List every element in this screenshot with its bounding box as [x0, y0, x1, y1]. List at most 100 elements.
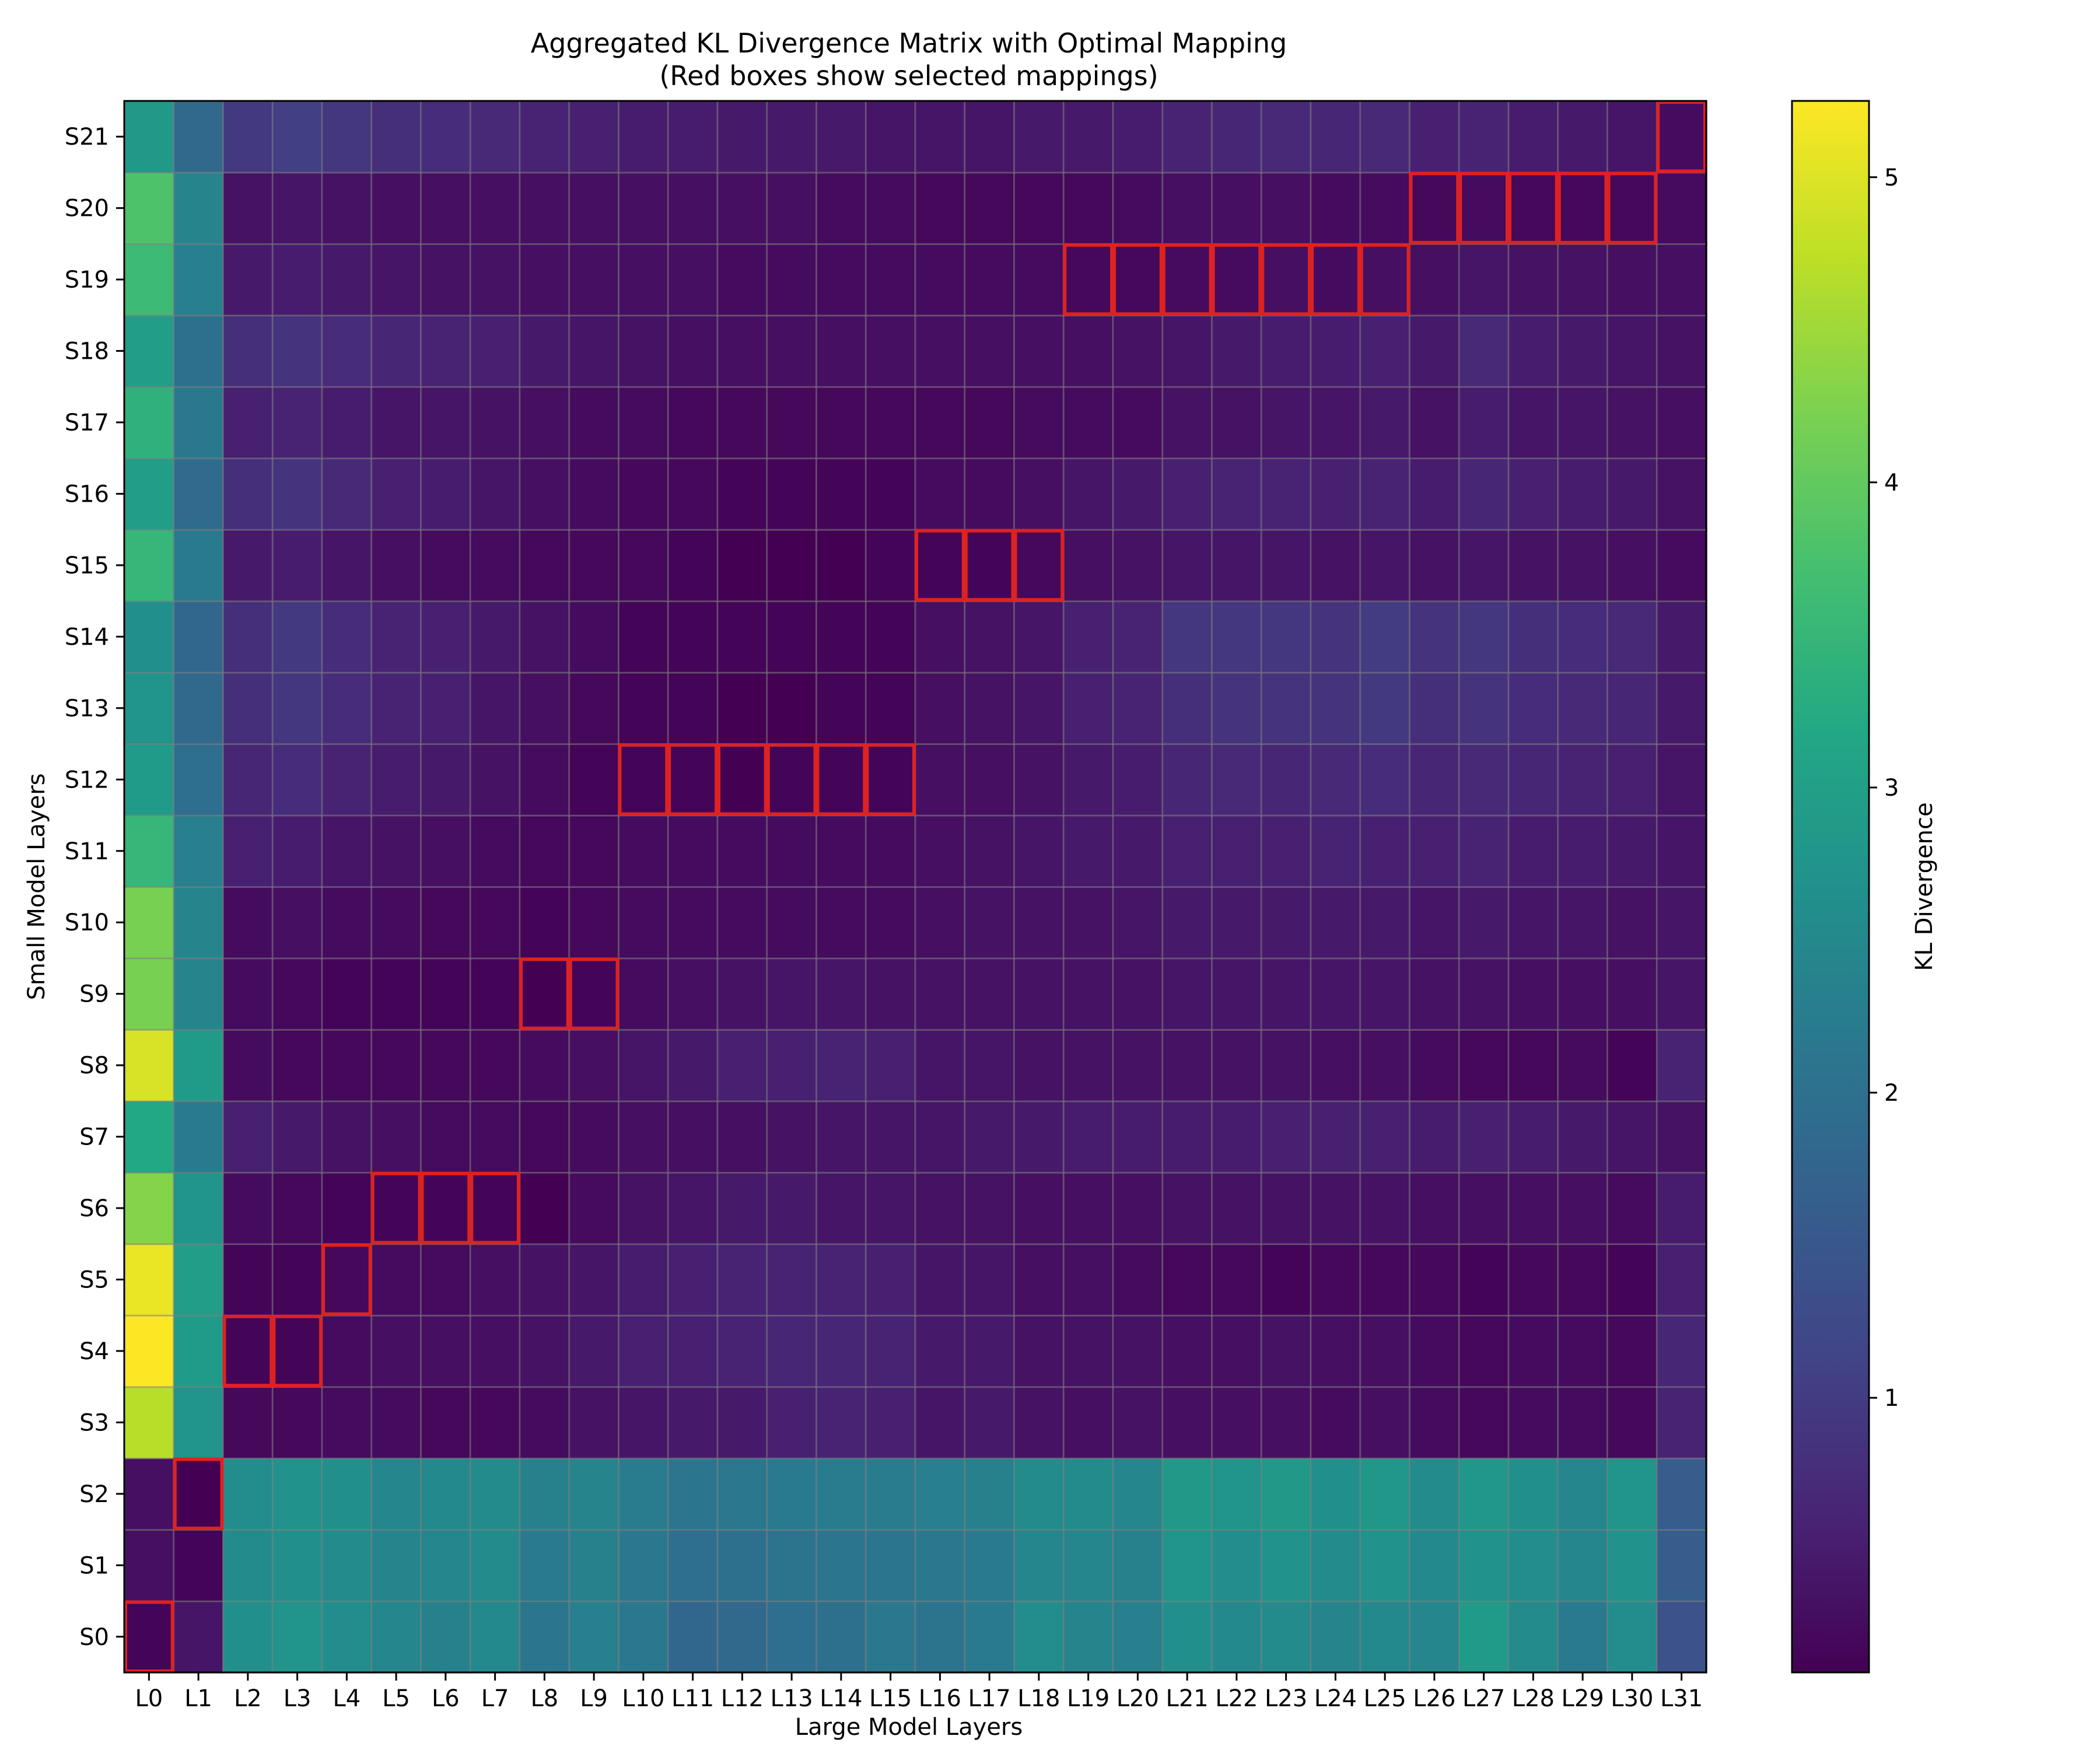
heatmap-cell-S20-L22	[1211, 171, 1263, 245]
heatmap-cell-S15-L4	[321, 528, 373, 603]
heatmap-cell-S9-L21	[1161, 957, 1213, 1031]
heatmap-cell-S21-L3	[271, 100, 323, 174]
x-tick-label: L22	[1215, 1685, 1258, 1712]
heatmap-cell-S20-L9	[568, 171, 620, 245]
heatmap-cell-S13-L9	[568, 671, 620, 746]
heatmap-cell-S11-L19	[1062, 814, 1114, 888]
heatmap-cell-S9-L28	[1507, 957, 1559, 1031]
heatmap-cell-S19-L5	[370, 243, 422, 317]
heatmap-cell-S18-L5	[370, 314, 422, 388]
heatmap-cell-S19-L1	[173, 243, 225, 317]
x-tick-label: L13	[771, 1685, 813, 1712]
heatmap-cell-S18-L16	[914, 314, 966, 388]
heatmap-cell-S9-L19	[1062, 957, 1114, 1031]
heatmap-cell-S3-L17	[964, 1385, 1016, 1460]
heatmap-cell-S7-L14	[816, 1100, 867, 1174]
heatmap-cell-S0-L23	[1260, 1600, 1312, 1674]
x-tick-label: L6	[432, 1685, 460, 1712]
heatmap-cell-S12-L15	[864, 743, 916, 817]
mapping-box-S19-L20	[1112, 243, 1163, 316]
heatmap-cell-S12-L29	[1557, 743, 1609, 817]
heatmap-cell-S14-L25	[1359, 600, 1411, 674]
heatmap-cell-S5-L16	[914, 1242, 966, 1317]
heatmap-cell-S12-L23	[1260, 743, 1312, 817]
heatmap-cell-S9-L8	[519, 957, 570, 1031]
heatmap-cell-S21-L1	[173, 100, 225, 174]
heatmap-cell-S10-L15	[864, 886, 916, 960]
heatmap-cell-S2-L22	[1211, 1457, 1263, 1531]
x-tick-label: L15	[869, 1685, 912, 1712]
heatmap-cell-S17-L24	[1310, 386, 1362, 460]
heatmap-cell-S1-L14	[816, 1528, 867, 1602]
heatmap-cell-S11-L6	[420, 814, 472, 888]
heatmap-cell-S0-L7	[469, 1600, 521, 1674]
heatmap-cell-S18-L17	[964, 314, 1016, 388]
heatmap-cell-S4-L17	[964, 1314, 1016, 1388]
heatmap-cell-S21-L0	[123, 100, 175, 174]
heatmap-cell-S12-L11	[667, 743, 719, 817]
heatmap-cell-S10-L8	[519, 886, 570, 960]
x-tick-label: L19	[1067, 1685, 1110, 1712]
heatmap-cell-S5-L4	[321, 1242, 373, 1317]
heatmap-cell-S16-L26	[1409, 457, 1461, 531]
heatmap-cell-S3-L11	[667, 1385, 719, 1460]
heatmap-cell-S15-L20	[1112, 528, 1164, 603]
heatmap-cell-S18-L0	[123, 314, 175, 388]
heatmap-cell-S19-L9	[568, 243, 620, 317]
heatmap-cell-S14-L11	[667, 600, 719, 674]
heatmap-cell-S20-L26	[1409, 171, 1461, 245]
heatmap-cell-S1-L4	[321, 1528, 373, 1602]
heatmap-cell-S2-L8	[519, 1457, 570, 1531]
heatmap-cell-S5-L5	[370, 1242, 422, 1317]
heatmap-cell-S6-L6	[420, 1171, 472, 1245]
heatmap-cell-S17-L20	[1112, 386, 1164, 460]
y-tick-label: S20	[65, 195, 109, 222]
heatmap-cell-S6-L24	[1310, 1171, 1362, 1245]
heatmap-cell-S21-L28	[1507, 100, 1559, 174]
heatmap-cell-S8-L0	[123, 1028, 175, 1102]
heatmap-cell-S6-L26	[1409, 1171, 1461, 1245]
heatmap-cell-S6-L23	[1260, 1171, 1312, 1245]
heatmap-cell-S17-L27	[1458, 386, 1510, 460]
heatmap-cell-S11-L23	[1260, 814, 1312, 888]
heatmap-cell-S18-L20	[1112, 314, 1164, 388]
heatmap-cell-S7-L18	[1013, 1100, 1065, 1174]
heatmap-cell-S0-L30	[1606, 1600, 1658, 1674]
heatmap-cell-S10-L1	[173, 886, 225, 960]
heatmap-cell-S5-L29	[1557, 1242, 1609, 1317]
heatmap-cell-S15-L28	[1507, 528, 1559, 603]
heatmap-cell-S13-L8	[519, 671, 570, 746]
mapping-box-S4-L2	[222, 1314, 274, 1388]
heatmap-cell-S18-L10	[618, 314, 670, 388]
heatmap-cell-S17-L10	[618, 386, 670, 460]
y-tick-label: S15	[65, 552, 109, 579]
heatmap-cell-S5-L14	[816, 1242, 867, 1317]
mapping-box-S19-L24	[1310, 243, 1361, 316]
heatmap-cell-S16-L17	[964, 457, 1016, 531]
heatmap-cell-S9-L5	[370, 957, 422, 1031]
y-tick-label: S3	[79, 1409, 109, 1436]
heatmap-cell-S0-L31	[1656, 1600, 1707, 1674]
mapping-box-S21-L31	[1656, 100, 1707, 173]
heatmap-cell-S1-L16	[914, 1528, 966, 1602]
heatmap-cell-S20-L21	[1161, 171, 1213, 245]
heatmap-cell-S0-L10	[618, 1600, 670, 1674]
heatmap-cell-S2-L27	[1458, 1457, 1510, 1531]
heatmap-cell-S2-L12	[716, 1457, 768, 1531]
heatmap-cell-S19-L7	[469, 243, 521, 317]
heatmap-cell-S5-L17	[964, 1242, 1016, 1317]
heatmap-cell-S13-L31	[1656, 671, 1707, 746]
heatmap-cell-S5-L19	[1062, 1242, 1114, 1317]
heatmap-cell-S8-L16	[914, 1028, 966, 1102]
heatmap-cell-S1-L11	[667, 1528, 719, 1602]
mapping-box-S20-L27	[1458, 172, 1509, 244]
heatmap-cell-S1-L24	[1310, 1528, 1362, 1602]
heatmap-cell-S10-L25	[1359, 886, 1411, 960]
heatmap-cell-S16-L19	[1062, 457, 1114, 531]
heatmap-cell-S17-L7	[469, 386, 521, 460]
x-tick-label: L30	[1611, 1685, 1653, 1712]
heatmap-cell-S3-L12	[716, 1385, 768, 1460]
heatmap-cell-S7-L20	[1112, 1100, 1164, 1174]
mapping-box-S0-L0	[124, 1600, 174, 1673]
heatmap-cell-S12-L19	[1062, 743, 1114, 817]
